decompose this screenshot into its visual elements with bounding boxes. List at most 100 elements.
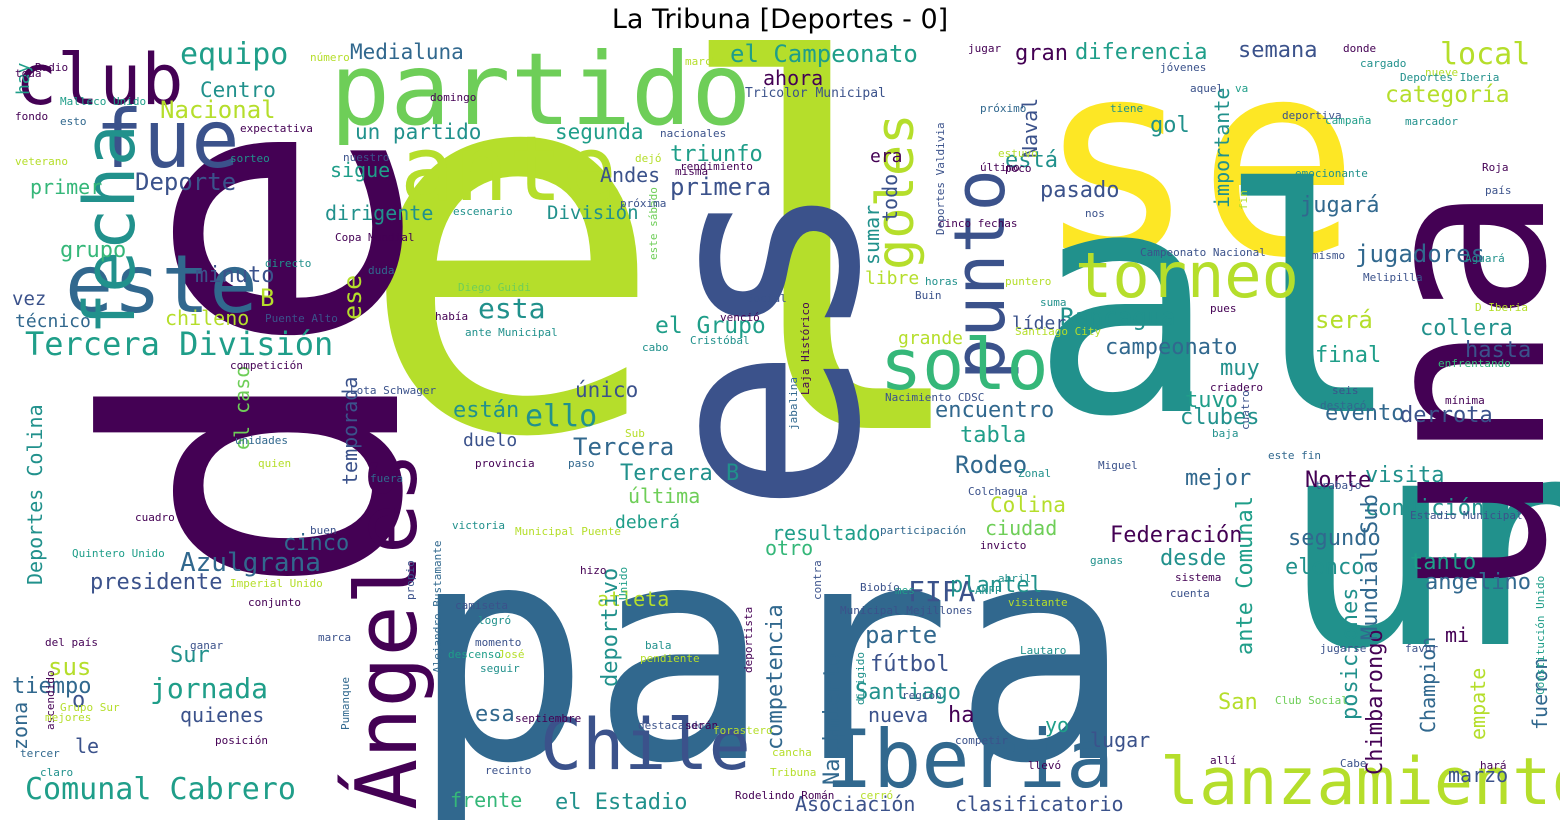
cloud-word: cargado [1360,57,1407,70]
cloud-word: Asociación [795,792,916,816]
cloud-word: donde [1343,42,1377,55]
cloud-word: FIFA [908,575,976,608]
cloud-word: Santiago City [1015,325,1102,338]
cloud-word: División [547,202,639,224]
cloud-word: venció [720,311,760,324]
cloud-word: gol [1150,113,1190,138]
cloud-word: pasado [1040,178,1120,203]
cloud-word: número [310,51,350,64]
cloud-word: tabla [960,423,1027,448]
cloud-word: visita [1365,463,1445,488]
cloud-word: tiempo [12,674,92,699]
cloud-word: importante [1210,87,1234,208]
cloud-word: Sub [625,427,645,440]
cloud-word: mes [895,584,915,597]
cloud-word: destacó [1320,399,1367,412]
cloud-word: segundo [1288,526,1381,551]
cloud-word: Unido [617,566,630,600]
cloud-word: enfrentando [1438,357,1511,370]
cloud-word: suma [1040,296,1067,309]
cloud-word: horas [925,275,959,288]
cloud-word: nueve [1425,66,1459,79]
cloud-word: Pumanque [339,677,352,730]
cloud-word: Copa Mundial [335,231,415,244]
cloud-word: veterano [15,155,68,168]
cloud-word: hará [1480,759,1507,772]
cloud-word: había [435,310,469,323]
cloud-word: cuadro [135,511,175,524]
cloud-word: fin [1237,190,1250,210]
cloud-word: Municipal Mejillones [840,604,973,617]
cloud-word: fue [95,93,240,186]
cloud-word: Chile [540,704,751,786]
word-cloud: el de para un se al es una partido club fue ante est… [0,40,1560,820]
cloud-word: contra [811,560,824,600]
cloud-word: allí [1210,754,1237,767]
cloud-word: líder [1012,313,1067,334]
cloud-word: tiene [1110,102,1144,115]
cloud-word: elenco [1285,555,1365,580]
cloud-word: camiseta [455,599,508,612]
cloud-word: lugar [1090,728,1151,752]
cloud-word: cerró [860,789,894,802]
cloud-word: está [1005,148,1058,173]
cloud-word: ciudad [985,516,1058,540]
cloud-word: serán [685,719,719,732]
cloud-word: categoría [1385,82,1510,108]
cloud-word: último [980,161,1020,174]
cloud-word: próximo [980,102,1027,115]
cloud-word: minuto [195,263,275,288]
cloud-word: Iberia [825,713,1114,806]
cloud-word: angelino [1425,570,1531,595]
cloud-word: marcha [685,55,725,68]
cloud-word: segunda [555,120,644,144]
cloud-word: empate [1466,667,1490,740]
cloud-word: torneo [1075,239,1299,312]
cloud-word: Roja [1482,161,1509,174]
cloud-word: misma [675,165,709,178]
cloud-word: único [575,378,639,402]
cloud-word: este [65,238,258,331]
cloud-word: el Estadio [555,790,688,815]
cloud-word: jugará [1300,193,1380,218]
cloud-word: Social [747,292,787,305]
cloud-word: cabo [642,341,669,354]
cloud-word: baja [1212,427,1239,440]
cloud-word: mismo [1312,249,1346,262]
cloud-word: Tercera [573,433,675,461]
cloud-word: domingo [430,91,477,104]
cloud-word: collera [1420,316,1513,341]
cloud-word: dejó [635,152,662,165]
cloud-word: trabajo [1315,479,1362,492]
cloud-word: Zonal [1018,467,1052,480]
cloud-word: frente [450,788,523,812]
cloud-word: desde [1160,546,1227,571]
cloud-word: local [1440,40,1531,72]
cloud-word: Deportes Valdivia [934,122,947,235]
cloud-word: duelo [463,430,518,451]
cloud-word: primera [670,173,772,201]
cloud-word: septiembre [515,712,582,725]
cloud-word: resultado [772,521,881,545]
cloud-word: le [75,734,100,758]
cloud-word: será [1315,306,1373,334]
cloud-word: Norte [1305,468,1372,493]
cloud-word: fútbol [870,652,950,677]
cloud-word: Rodeo [955,451,1028,479]
cloud-word: el Grupo [655,313,766,339]
cloud-word: esto [60,115,87,128]
cloud-word: Deportes Colina [23,404,47,585]
cloud-word: posición [215,734,268,747]
cloud-word: provincia [475,457,535,470]
cloud-word: aquel [1190,82,1224,95]
cloud-word: toda [15,67,42,80]
cloud-word: Estadio Municipal [1410,509,1523,522]
cloud-word: gran [1015,41,1068,66]
cloud-word: Grupo Sur [60,701,120,714]
cloud-word: bala [645,639,672,652]
cloud-word: Tercera B [620,461,740,486]
cloud-word: Melipilla [1363,271,1423,284]
cloud-word: favor [1405,642,1439,655]
cloud-word: estuvo [998,147,1038,160]
cloud-word: Medialuna [350,40,464,64]
